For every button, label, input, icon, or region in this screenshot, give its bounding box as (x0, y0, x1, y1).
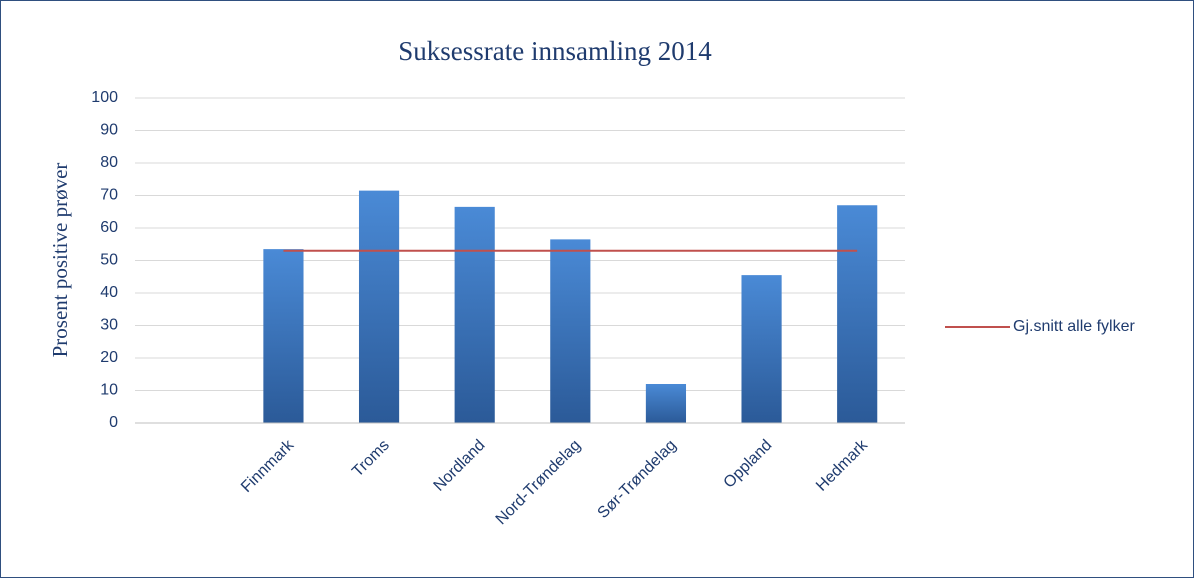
bar (741, 275, 782, 423)
y-tick-label: 100 (91, 89, 118, 106)
y-tick-label: 20 (100, 349, 118, 366)
bar (263, 249, 304, 423)
legend-label: Gj.snitt alle fylker (1013, 318, 1135, 335)
chart-title: Suksessrate innsamling 2014 (398, 36, 712, 66)
y-tick-label: 70 (100, 187, 118, 204)
bar (645, 384, 687, 423)
bar (358, 190, 400, 423)
y-tick-label: 90 (100, 122, 118, 139)
y-tick-label: 50 (100, 252, 118, 269)
bar (454, 206, 495, 423)
y-tick-label: 0 (109, 414, 118, 431)
y-tick-label: 30 (100, 317, 118, 334)
y-tick-label: 60 (100, 219, 118, 236)
y-axis-label: Prosent positive prøver (48, 163, 72, 358)
y-tick-label: 80 (100, 154, 118, 171)
bar (550, 239, 591, 423)
y-tick-label: 10 (100, 382, 118, 399)
y-tick-label: 40 (100, 284, 118, 301)
bar (837, 205, 878, 423)
